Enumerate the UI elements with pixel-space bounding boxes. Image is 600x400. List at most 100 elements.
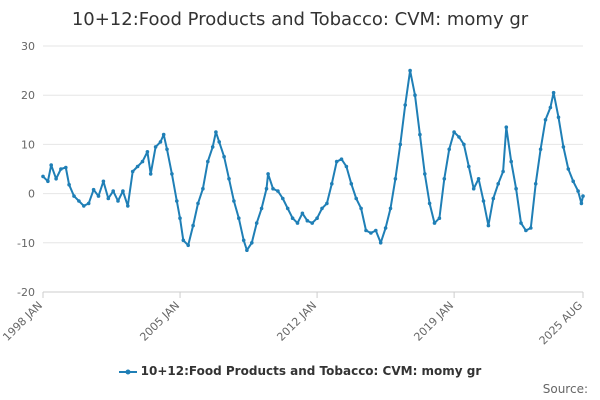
- data-point: [245, 248, 249, 252]
- data-point: [408, 68, 412, 73]
- data-point: [201, 186, 205, 191]
- data-point: [579, 201, 584, 206]
- series-layer: [41, 68, 585, 252]
- data-point: [471, 186, 476, 191]
- x-tick-label: 1998 JAN: [0, 299, 45, 344]
- data-point: [556, 115, 561, 120]
- x-tick-label: 2019 JAN: [411, 299, 456, 344]
- data-point: [388, 206, 393, 211]
- data-point: [266, 172, 270, 176]
- data-point: [378, 241, 383, 245]
- data-point: [130, 169, 135, 174]
- y-tick-label: 10: [21, 138, 35, 151]
- data-point: [334, 159, 339, 164]
- data-point: [548, 105, 553, 110]
- grid-layer: [43, 45, 583, 293]
- data-point: [383, 226, 388, 230]
- data-point: [310, 221, 315, 225]
- data-point: [153, 145, 158, 149]
- data-point: [227, 177, 231, 181]
- data-point: [121, 189, 125, 193]
- data-point: [82, 204, 86, 208]
- data-point: [276, 189, 280, 193]
- data-point: [581, 194, 585, 198]
- data-point: [452, 130, 456, 134]
- legend-label: 10+12:Food Products and Tobacco: CVM: mo…: [140, 364, 482, 378]
- data-point: [264, 186, 269, 191]
- data-point: [423, 172, 427, 176]
- data-point: [403, 103, 408, 107]
- data-point: [481, 199, 486, 203]
- data-point: [196, 201, 200, 206]
- data-point: [135, 164, 140, 169]
- data-point: [271, 186, 275, 191]
- data-point: [64, 165, 68, 170]
- data-point: [67, 182, 71, 187]
- data-point: [106, 196, 111, 201]
- data-point: [145, 150, 150, 154]
- data-point: [96, 194, 101, 198]
- data-point: [496, 182, 501, 186]
- data-point: [320, 206, 324, 211]
- data-point: [364, 228, 368, 233]
- data-point: [437, 216, 442, 220]
- data-point: [374, 228, 378, 233]
- data-point: [140, 159, 145, 164]
- data-point: [571, 179, 575, 184]
- y-tick-label: 30: [21, 40, 35, 53]
- data-point: [501, 169, 505, 174]
- data-point: [393, 177, 398, 181]
- data-point: [237, 216, 241, 220]
- data-point: [222, 154, 226, 159]
- data-point: [462, 142, 466, 147]
- data-point: [214, 130, 218, 134]
- data-point: [178, 216, 182, 220]
- data-point: [250, 241, 254, 245]
- data-point: [41, 174, 45, 179]
- data-point: [232, 199, 236, 203]
- data-point: [330, 182, 334, 186]
- data-point: [491, 196, 496, 201]
- data-point: [59, 167, 63, 171]
- data-point: [354, 196, 359, 201]
- data-point: [91, 187, 96, 192]
- data-point: [566, 167, 571, 171]
- data-point: [101, 179, 106, 184]
- data-point: [543, 118, 548, 122]
- data-point: [486, 223, 491, 228]
- y-tick-label: 20: [21, 89, 35, 102]
- data-point: [349, 182, 354, 186]
- legend-symbol-icon: [118, 369, 137, 374]
- data-point: [315, 216, 319, 220]
- data-point: [300, 211, 305, 216]
- data-point: [241, 238, 246, 243]
- legend[interactable]: 10+12:Food Products and Tobacco: CVM: mo…: [0, 364, 600, 378]
- data-point: [295, 221, 300, 225]
- data-point: [72, 194, 76, 198]
- data-point: [427, 201, 432, 206]
- data-point: [538, 147, 543, 152]
- data-point: [116, 199, 120, 203]
- data-point: [170, 172, 174, 176]
- data-point: [504, 125, 509, 129]
- data-point: [86, 201, 91, 206]
- data-point: [529, 226, 533, 230]
- data-point: [206, 159, 210, 164]
- data-point: [77, 199, 81, 203]
- data-point: [369, 231, 373, 235]
- data-point: [533, 182, 538, 186]
- x-tick-label: 2005 JAN: [137, 299, 182, 344]
- data-point: [126, 204, 130, 208]
- y-tick-label: 0: [28, 188, 35, 201]
- chart-title: 10+12:Food Products and Tobacco: CVM: mo…: [71, 9, 529, 30]
- data-point: [476, 177, 481, 181]
- data-point: [519, 221, 523, 225]
- data-point: [457, 135, 461, 139]
- data-point: [181, 238, 186, 243]
- data-point: [418, 132, 422, 137]
- data-point: [447, 147, 452, 152]
- data-point: [509, 159, 513, 164]
- data-point: [524, 228, 528, 233]
- data-point: [398, 142, 403, 147]
